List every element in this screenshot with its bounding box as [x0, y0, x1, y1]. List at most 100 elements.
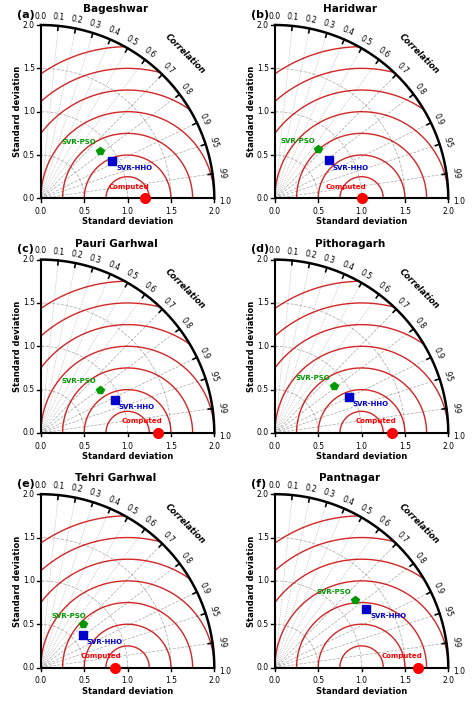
Text: Correlation: Correlation	[397, 502, 441, 545]
Text: 1.0: 1.0	[219, 667, 231, 676]
Text: 0.1: 0.1	[287, 12, 300, 22]
Text: 0.0: 0.0	[35, 442, 47, 451]
Text: 1.5: 1.5	[257, 533, 269, 542]
Text: 0.2: 0.2	[71, 15, 84, 26]
Text: .99: .99	[450, 401, 460, 414]
Text: 0.5: 0.5	[358, 268, 374, 283]
Text: 1.0: 1.0	[219, 198, 231, 206]
Text: Computed: Computed	[109, 184, 150, 190]
Text: Standard deviation: Standard deviation	[316, 452, 407, 461]
Text: .95: .95	[442, 369, 454, 383]
Text: (e): (e)	[17, 479, 35, 489]
Text: 1.0: 1.0	[122, 676, 134, 686]
Text: Computed: Computed	[326, 184, 366, 190]
Text: 0.6: 0.6	[143, 46, 158, 60]
Text: SVR-PSO: SVR-PSO	[51, 613, 86, 619]
Text: 0.5: 0.5	[125, 268, 139, 283]
Text: 0.8: 0.8	[179, 81, 194, 97]
Text: 0.0: 0.0	[35, 247, 47, 255]
Text: 0.0: 0.0	[35, 12, 47, 21]
Text: 0.0: 0.0	[35, 481, 47, 490]
Text: 1.0: 1.0	[257, 342, 269, 350]
Text: 0.1: 0.1	[287, 482, 300, 491]
Text: Standard deviation: Standard deviation	[316, 217, 407, 226]
Text: .99: .99	[216, 166, 227, 179]
Text: 0.3: 0.3	[322, 19, 337, 31]
Text: 0.6: 0.6	[143, 515, 158, 529]
Text: 0.8: 0.8	[413, 316, 428, 332]
Text: 0.2: 0.2	[304, 249, 318, 260]
Text: 0.3: 0.3	[322, 488, 337, 500]
Text: 1.5: 1.5	[399, 207, 411, 216]
Text: 0.2: 0.2	[304, 484, 318, 495]
Text: 0.0: 0.0	[35, 676, 47, 686]
Text: 2.0: 2.0	[257, 20, 269, 29]
Text: 0.1: 0.1	[53, 247, 65, 257]
Text: 1.5: 1.5	[257, 64, 269, 73]
Text: 0.5: 0.5	[23, 151, 35, 160]
Text: 0.5: 0.5	[78, 676, 91, 686]
Text: 0.5: 0.5	[78, 442, 91, 451]
Text: Standard deviation: Standard deviation	[316, 687, 407, 695]
Text: 0.5: 0.5	[312, 442, 324, 451]
Text: 0.5: 0.5	[358, 34, 374, 48]
Text: .99: .99	[216, 635, 227, 648]
Text: 0.0: 0.0	[269, 442, 281, 451]
Title: Haridwar: Haridwar	[323, 4, 377, 14]
Text: 1.0: 1.0	[356, 207, 367, 216]
Text: .95: .95	[208, 135, 220, 149]
Text: 0.0: 0.0	[269, 676, 281, 686]
Text: 1.5: 1.5	[165, 207, 177, 216]
Text: 2.0: 2.0	[208, 676, 220, 686]
Text: 0.0: 0.0	[269, 207, 281, 216]
Text: 0.5: 0.5	[358, 503, 374, 517]
Text: .95: .95	[208, 369, 220, 383]
Text: 0.0: 0.0	[35, 207, 47, 216]
Text: 0.0: 0.0	[269, 12, 281, 21]
Text: 0.7: 0.7	[395, 530, 410, 545]
Text: 1.0: 1.0	[454, 198, 465, 206]
Text: 1.5: 1.5	[23, 533, 35, 542]
Text: 0.7: 0.7	[395, 61, 410, 76]
Text: Standard deviation: Standard deviation	[13, 301, 22, 392]
Text: 0.3: 0.3	[322, 253, 337, 266]
Text: 0.9: 0.9	[432, 581, 446, 596]
Text: 0.0: 0.0	[23, 663, 35, 672]
Text: (f): (f)	[251, 479, 266, 489]
Text: 2.0: 2.0	[257, 255, 269, 264]
Text: (c): (c)	[17, 245, 34, 254]
Text: 0.9: 0.9	[432, 111, 446, 126]
Text: 0.0: 0.0	[269, 481, 281, 490]
Text: 1.0: 1.0	[122, 207, 134, 216]
Text: 0.0: 0.0	[269, 247, 281, 255]
Text: 1.5: 1.5	[399, 442, 411, 451]
Text: .95: .95	[442, 135, 454, 149]
Text: 0.2: 0.2	[71, 249, 84, 260]
Text: 1.5: 1.5	[23, 64, 35, 73]
Text: .99: .99	[450, 635, 460, 648]
Text: 0.0: 0.0	[257, 194, 269, 203]
Text: 0.7: 0.7	[161, 61, 176, 76]
Text: SVR-HHO: SVR-HHO	[116, 165, 153, 172]
Text: Standard deviation: Standard deviation	[247, 66, 256, 157]
Title: Pauri Garhwal: Pauri Garhwal	[74, 239, 157, 249]
Text: 2.0: 2.0	[23, 490, 35, 498]
Text: SVR-HHO: SVR-HHO	[370, 613, 406, 619]
Text: Computed: Computed	[81, 653, 121, 659]
Text: 0.5: 0.5	[23, 620, 35, 629]
Title: Pithoragarh: Pithoragarh	[315, 239, 385, 249]
Text: 0.8: 0.8	[413, 81, 428, 97]
Text: SVR-PSO: SVR-PSO	[317, 589, 351, 594]
Text: 0.2: 0.2	[304, 15, 318, 26]
Text: SVR-HHO: SVR-HHO	[333, 165, 369, 170]
Text: 1.5: 1.5	[257, 299, 269, 308]
Text: 0.3: 0.3	[88, 488, 103, 500]
Text: Correlation: Correlation	[163, 502, 207, 545]
Text: Standard deviation: Standard deviation	[82, 687, 173, 695]
Text: .95: .95	[442, 604, 454, 618]
Text: 0.4: 0.4	[106, 25, 121, 38]
Text: (b): (b)	[251, 10, 269, 20]
Text: Correlation: Correlation	[397, 267, 441, 311]
Text: 1.0: 1.0	[23, 576, 35, 585]
Text: Standard deviation: Standard deviation	[247, 536, 256, 627]
